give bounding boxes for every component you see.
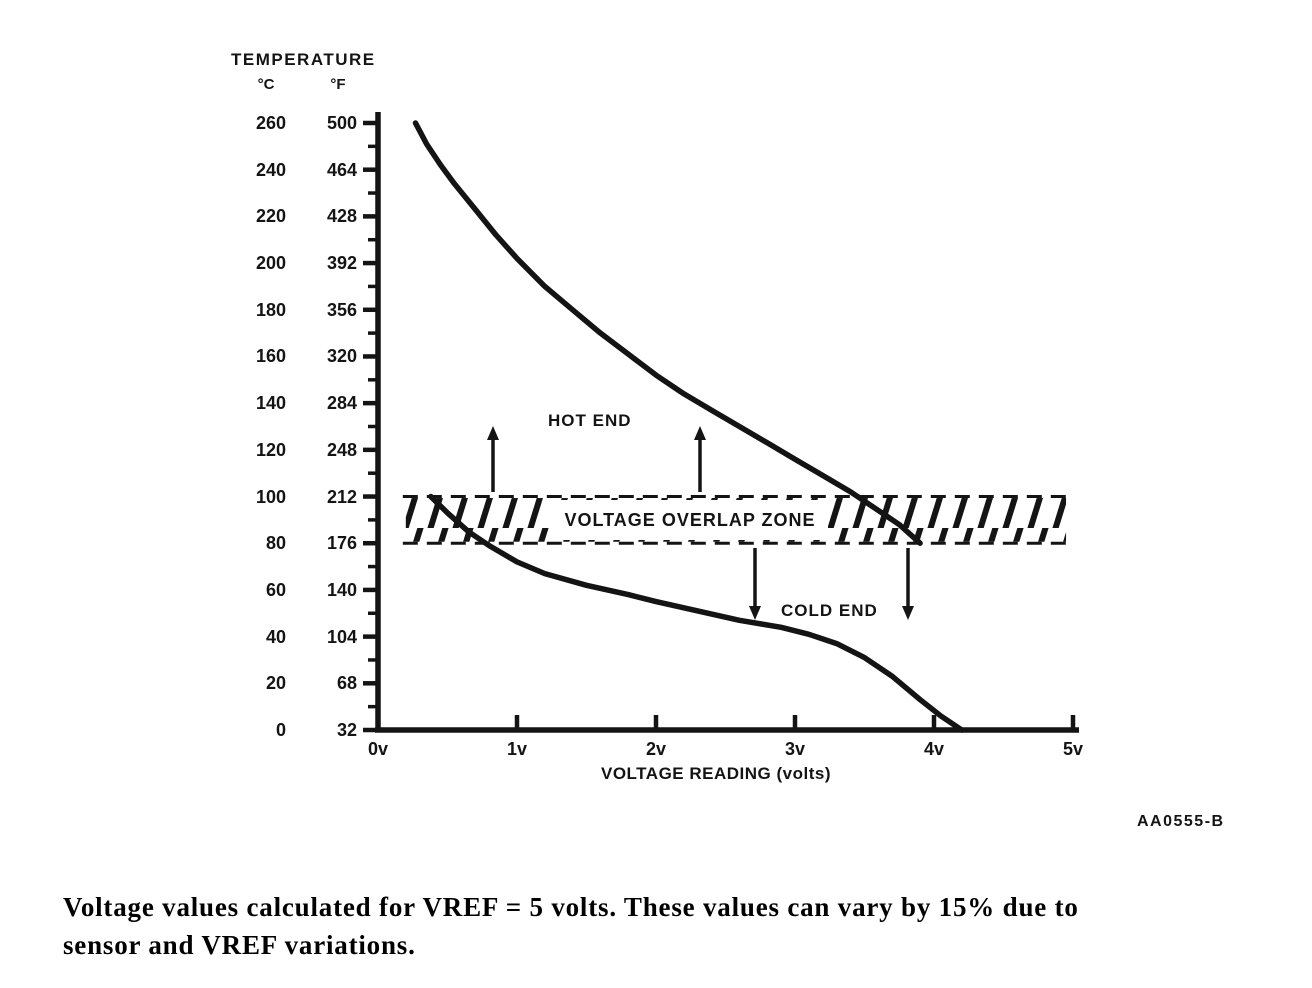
celsius-unit-label: °C (257, 76, 275, 93)
x-tick-label: 0v (367, 739, 389, 759)
y-tick-label-fahrenheit: 356 (326, 299, 357, 320)
hot-end-label: HOT END (548, 411, 632, 430)
x-tick-label: 1v (506, 739, 528, 759)
x-axis-title: VOLTAGE READING (volts) (601, 764, 831, 783)
y-tick-label-celsius: 100 (255, 486, 286, 507)
y-tick-label-fahrenheit: 104 (326, 626, 357, 647)
y-tick-label-fahrenheit: 464 (326, 159, 357, 180)
hot-end-arrow-left (487, 426, 499, 492)
y-axis-title: TEMPERATURE (231, 50, 376, 69)
curve-cold-end (428, 493, 965, 733)
y-tick-label-celsius: 160 (255, 346, 286, 367)
y-tick-label-celsius: 0 (275, 720, 286, 740)
y-tick-label-celsius: 40 (265, 626, 286, 647)
y-axis-major-ticks (363, 120, 378, 733)
caption-line-1: Voltage values calculated for VREF = 5 v… (63, 892, 1079, 922)
y-tick-label-fahrenheit: 68 (336, 673, 357, 694)
voltage-overlap-zone-label: VOLTAGE OVERLAP ZONE (552, 500, 828, 540)
x-tick-label: 2v (645, 739, 667, 759)
cold-end-label: COLD END (781, 601, 878, 620)
hot-end-arrow-right (694, 426, 706, 492)
y-tick-label-fahrenheit: 428 (326, 206, 357, 227)
x-tick-label: 3v (784, 739, 806, 759)
y-tick-label-celsius: 140 (255, 393, 286, 414)
cold-end-arrow-right (902, 548, 914, 620)
y-tick-label-fahrenheit: 392 (326, 253, 357, 274)
figure-caption: Voltage values calculated for VREF = 5 v… (63, 888, 1283, 964)
y-tick-label-celsius: 200 (255, 253, 286, 274)
y-tick-label-celsius: 220 (255, 206, 286, 227)
y-tick-label-fahrenheit: 32 (336, 720, 357, 740)
y-tick-label-celsius: 260 (255, 113, 286, 133)
cold-end-arrow-left (749, 548, 761, 620)
y-tick-label-fahrenheit: 284 (326, 393, 357, 414)
figure-code: AA0555-B (1137, 813, 1225, 830)
y-tick-label-fahrenheit: 212 (326, 486, 357, 507)
curve-hot-end (412, 120, 923, 546)
y-tick-label-celsius: 80 (265, 533, 286, 554)
y-tick-label-celsius: 120 (255, 439, 286, 460)
y-tick-label-celsius: 60 (265, 579, 286, 600)
y-tick-label-fahrenheit: 320 (326, 346, 357, 367)
x-tick-label: 4v (923, 739, 945, 759)
y-tick-label-fahrenheit: 140 (326, 579, 357, 600)
y-tick-label-celsius: 180 (255, 299, 286, 320)
fahrenheit-unit-label: °F (330, 76, 346, 93)
y-tick-label-celsius: 20 (265, 673, 286, 694)
x-tick-label: 5v (1062, 739, 1084, 759)
x-axis-ticks (514, 715, 1076, 730)
caption-line-2: sensor and VREF variations. (63, 930, 416, 960)
y-tick-label-fahrenheit: 248 (326, 439, 357, 460)
y-tick-label-celsius: 240 (255, 159, 286, 180)
y-tick-label-fahrenheit: 500 (326, 113, 357, 133)
y-tick-label-fahrenheit: 176 (326, 533, 357, 554)
y-axis-minor-ticks (368, 144, 378, 709)
